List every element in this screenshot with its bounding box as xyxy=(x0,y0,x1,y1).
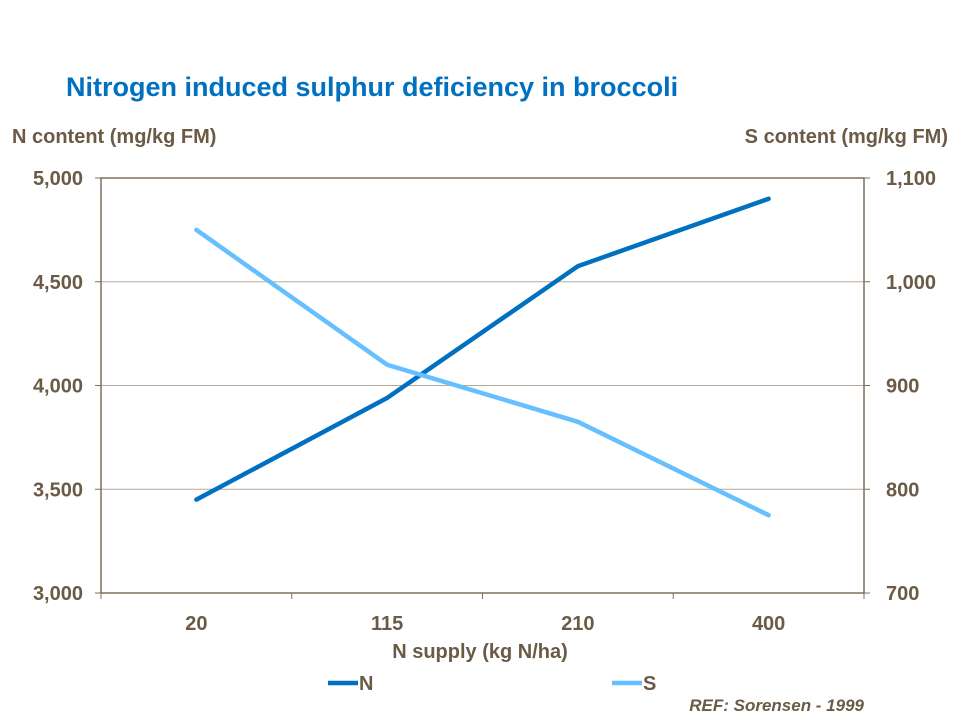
y-left-tick-label: 4,000 xyxy=(33,376,83,398)
x-tick-label: 20 xyxy=(185,613,207,635)
legend-label-S: S xyxy=(643,673,656,695)
y-right-tick-label: 1,000 xyxy=(886,272,936,294)
x-tick-label: 115 xyxy=(371,613,403,635)
series-line-N xyxy=(194,196,771,502)
y-right-tick-label: 1,100 xyxy=(886,168,936,190)
chart-title: Nitrogen induced sulphur deficiency in b… xyxy=(66,72,679,102)
y-right-tick-label: 800 xyxy=(886,479,919,501)
x-tick-label: 400 xyxy=(752,613,785,635)
legend-label-N: N xyxy=(359,673,373,695)
y-left-tick-label: 5,000 xyxy=(33,168,83,190)
series-line-S xyxy=(194,227,771,518)
y-left-tick-label: 4,500 xyxy=(33,272,83,294)
x-tick-label: 210 xyxy=(561,613,594,635)
reference-note: REF: Sorensen - 1999 xyxy=(689,696,864,715)
y-right-tick-label: 700 xyxy=(886,583,919,605)
y-right-tick-label: 900 xyxy=(886,376,919,398)
y-axis-right-label: S content (mg/kg FM) xyxy=(744,126,948,148)
y-left-tick-label: 3,000 xyxy=(33,583,83,605)
y-axis-left-label: N content (mg/kg FM) xyxy=(12,126,217,148)
x-axis-label: N supply (kg N/ha) xyxy=(392,641,568,663)
y-left-tick-label: 3,500 xyxy=(33,479,83,501)
